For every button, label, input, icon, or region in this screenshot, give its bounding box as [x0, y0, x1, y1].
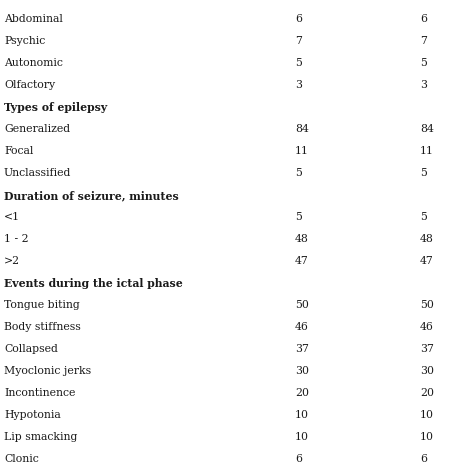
Text: 10: 10	[295, 432, 309, 442]
Text: Collapsed: Collapsed	[4, 344, 58, 354]
Text: 7: 7	[295, 36, 302, 46]
Text: Generalized: Generalized	[4, 124, 70, 134]
Text: 84: 84	[295, 124, 309, 134]
Text: Hypotonia: Hypotonia	[4, 410, 61, 420]
Text: 84: 84	[420, 124, 434, 134]
Text: 5: 5	[295, 168, 302, 178]
Text: 5: 5	[295, 212, 302, 222]
Text: 20: 20	[295, 388, 309, 398]
Text: 47: 47	[420, 256, 434, 266]
Text: Abdominal: Abdominal	[4, 14, 63, 24]
Text: 48: 48	[295, 234, 309, 244]
Text: 11: 11	[295, 146, 309, 156]
Text: 11: 11	[420, 146, 434, 156]
Text: 3: 3	[420, 80, 427, 90]
Text: 7: 7	[420, 36, 427, 46]
Text: 37: 37	[295, 344, 309, 354]
Text: 10: 10	[295, 410, 309, 420]
Text: 48: 48	[420, 234, 434, 244]
Text: 50: 50	[420, 300, 434, 310]
Text: 6: 6	[420, 14, 427, 24]
Text: Incontinence: Incontinence	[4, 388, 75, 398]
Text: 47: 47	[295, 256, 309, 266]
Text: 5: 5	[420, 212, 427, 222]
Text: Unclassified: Unclassified	[4, 168, 72, 178]
Text: Autonomic: Autonomic	[4, 58, 63, 68]
Text: 46: 46	[420, 322, 434, 332]
Text: 6: 6	[420, 454, 427, 464]
Text: Psychic: Psychic	[4, 36, 45, 46]
Text: Focal: Focal	[4, 146, 33, 156]
Text: Types of epilepsy: Types of epilepsy	[4, 102, 107, 113]
Text: 6: 6	[295, 14, 302, 24]
Text: >2: >2	[4, 256, 20, 266]
Text: 1 - 2: 1 - 2	[4, 234, 28, 244]
Text: <1: <1	[4, 212, 20, 222]
Text: 50: 50	[295, 300, 309, 310]
Text: Tongue biting: Tongue biting	[4, 300, 80, 310]
Text: 30: 30	[295, 366, 309, 376]
Text: 5: 5	[420, 58, 427, 68]
Text: 5: 5	[420, 168, 427, 178]
Text: 3: 3	[295, 80, 302, 90]
Text: Body stiffness: Body stiffness	[4, 322, 81, 332]
Text: 37: 37	[420, 344, 434, 354]
Text: Lip smacking: Lip smacking	[4, 432, 77, 442]
Text: 46: 46	[295, 322, 309, 332]
Text: Olfactory: Olfactory	[4, 80, 55, 90]
Text: Myoclonic jerks: Myoclonic jerks	[4, 366, 91, 376]
Text: 30: 30	[420, 366, 434, 376]
Text: 5: 5	[295, 58, 302, 68]
Text: 10: 10	[420, 410, 434, 420]
Text: Duration of seizure, minutes: Duration of seizure, minutes	[4, 190, 179, 201]
Text: 10: 10	[420, 432, 434, 442]
Text: 20: 20	[420, 388, 434, 398]
Text: Clonic: Clonic	[4, 454, 39, 464]
Text: 6: 6	[295, 454, 302, 464]
Text: Events during the ictal phase: Events during the ictal phase	[4, 278, 183, 289]
